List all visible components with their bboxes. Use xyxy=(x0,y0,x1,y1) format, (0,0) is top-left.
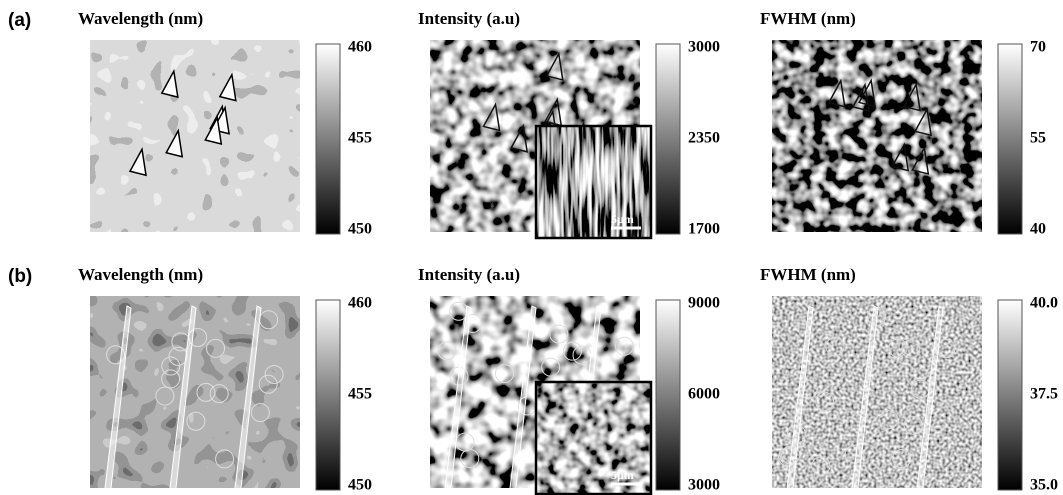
colorbar-tick-label: 40.0 xyxy=(1030,295,1058,312)
colorbar xyxy=(316,44,340,234)
row-label: (a) xyxy=(8,10,31,31)
colorbar-tick-label: 3000 xyxy=(688,477,720,494)
colorbar-tick-label: 35.0 xyxy=(1030,477,1058,494)
panel-title: FWHM (nm) xyxy=(760,265,856,284)
colorbar xyxy=(998,44,1022,234)
colorbar-tick-label: 460 xyxy=(348,39,372,56)
colorbar-tick-label: 450 xyxy=(348,221,372,238)
scale-label: 5μm xyxy=(611,468,634,482)
colorbar xyxy=(656,44,680,234)
row-label: (b) xyxy=(8,266,32,287)
scale-label: 5μm xyxy=(611,212,634,226)
colorbar-tick-label: 6000 xyxy=(688,386,720,403)
map-image xyxy=(90,40,300,232)
colorbar-tick-label: 37.5 xyxy=(1030,386,1058,403)
colorbar-tick-label: 460 xyxy=(348,295,372,312)
colorbar-tick-label: 3000 xyxy=(688,39,720,56)
figure: (a) Wavelength (nm) 460 455 450 Intensity (a.… xyxy=(0,0,1063,495)
map-image xyxy=(772,40,982,232)
colorbar-tick-label: 70 xyxy=(1030,39,1046,56)
colorbar-tick-label: 2350 xyxy=(688,130,720,147)
panel-title: Intensity (a.u) xyxy=(418,9,520,28)
colorbar-tick-label: 450 xyxy=(348,477,372,494)
colorbar-tick-label: 1700 xyxy=(688,221,720,238)
panel-title: Wavelength (nm) xyxy=(78,265,203,284)
panel-title: Wavelength (nm) xyxy=(78,9,203,28)
colorbar xyxy=(656,300,680,490)
colorbar-tick-label: 455 xyxy=(348,130,372,147)
colorbar-tick-label: 9000 xyxy=(688,295,720,312)
colorbar xyxy=(998,300,1022,490)
colorbar xyxy=(316,300,340,490)
panel-title: FWHM (nm) xyxy=(760,9,856,28)
colorbar-tick-label: 40 xyxy=(1030,221,1046,238)
colorbar-tick-label: 455 xyxy=(348,386,372,403)
panel-title: Intensity (a.u) xyxy=(418,265,520,284)
colorbar-tick-label: 55 xyxy=(1030,130,1046,147)
